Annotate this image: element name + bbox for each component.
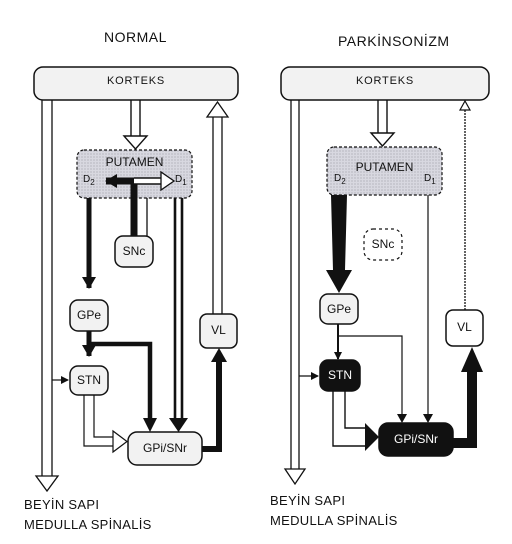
footer-brainstem-normal: BEYİN SAPI bbox=[24, 497, 100, 512]
vl-to-cortex-arrow bbox=[212, 116, 223, 314]
gpe-to-gpi-arrow-pd bbox=[338, 335, 403, 420]
cortex-to-putamen-head bbox=[122, 135, 149, 151]
panel-normal bbox=[33, 66, 239, 493]
putamen-to-gpe-arrow-pd bbox=[326, 195, 352, 293]
d1-sub: 1 bbox=[182, 178, 187, 187]
stn-box bbox=[69, 365, 109, 396]
footer-spinal-normal: MEDULLA SPİNALİS bbox=[24, 517, 152, 532]
gpi-snr-label-pd: GPi/SNr bbox=[393, 432, 438, 446]
gpe-to-gpi-head-pd bbox=[397, 414, 407, 423]
putamen-label-pd: PUTAMEN bbox=[355, 160, 414, 174]
cortex-to-putamen-arrow-pd bbox=[377, 100, 388, 134]
d2-letter: D bbox=[83, 174, 91, 185]
putamen-to-gpi-arrow bbox=[173, 198, 184, 420]
gpe-label-pd: GPe bbox=[326, 302, 351, 316]
stn-to-gpi-arrow bbox=[83, 395, 114, 447]
gpi-to-vl-arrow bbox=[202, 360, 222, 452]
cortex-to-brainstem-head bbox=[34, 475, 60, 493]
vl-to-cortex-head-pd bbox=[458, 99, 472, 111]
vl-label: VL bbox=[211, 323, 226, 337]
d1-label: D1 bbox=[175, 174, 187, 187]
putamen-box-pd bbox=[326, 146, 443, 196]
gpi-snr-label: GPi/SNr bbox=[142, 441, 187, 455]
gpe-to-gpi-head bbox=[143, 418, 157, 432]
gpi-to-vl-head-pd bbox=[461, 347, 483, 372]
putamen-to-gpi-head-pd bbox=[423, 414, 433, 423]
snc-to-d1-arrow-outline bbox=[134, 177, 162, 185]
cortex-to-brainstem-head-pd bbox=[283, 468, 307, 486]
vl-box bbox=[199, 313, 238, 349]
cortex-label-pd: KORTEKS bbox=[356, 75, 414, 87]
snc-label-pd: SNc bbox=[371, 237, 395, 251]
stn-to-gpi-head bbox=[112, 429, 128, 454]
cortex-to-brainstem-arrow bbox=[41, 100, 53, 477]
footer-spinal-pd: MEDULLA SPİNALİS bbox=[270, 513, 398, 528]
d2-label: D2 bbox=[83, 174, 95, 187]
cortex-label: KORTEKS bbox=[107, 75, 165, 87]
panel-parkinsonism bbox=[280, 66, 490, 486]
snc-box-pd bbox=[363, 228, 403, 261]
vl-to-cortex-head bbox=[205, 100, 230, 118]
cortex-box-pd bbox=[280, 66, 490, 101]
panel-title-parkinsonism: PARKİNSONİZM bbox=[338, 33, 450, 49]
stn-to-gpi-arrow-pd bbox=[332, 391, 366, 447]
d1-sub-pd: 1 bbox=[431, 177, 436, 186]
stn-to-gpi-head-pd bbox=[365, 423, 379, 451]
d1-letter-pd: D bbox=[424, 173, 432, 184]
gpi-to-vl-arrow-pd bbox=[453, 370, 477, 448]
stn-box-pd bbox=[319, 359, 361, 392]
d2-label-pd: D2 bbox=[334, 173, 346, 186]
gpi-to-vl-head bbox=[211, 348, 227, 362]
d2-letter-pd: D bbox=[334, 173, 342, 184]
vl-label-pd: VL bbox=[457, 320, 472, 334]
snc-label: SNc bbox=[122, 244, 146, 258]
d2-sub: 2 bbox=[90, 178, 95, 187]
cortex-box bbox=[33, 66, 239, 101]
stn-label-pd: STN bbox=[328, 368, 352, 382]
d2-sub-pd: 2 bbox=[341, 177, 346, 186]
panel-title-normal: NORMAL bbox=[104, 29, 167, 45]
cortex-to-putamen-head-pd bbox=[369, 132, 396, 148]
gpe-to-gpi-arrow bbox=[89, 341, 153, 420]
snc-to-d1-head bbox=[160, 170, 176, 192]
cortex-to-putamen-arrow bbox=[130, 100, 141, 137]
stn-label: STN bbox=[77, 373, 101, 387]
putamen-to-gpi-head bbox=[169, 418, 188, 432]
d1-letter: D bbox=[175, 174, 183, 185]
d1-label-pd: D1 bbox=[424, 173, 436, 186]
putamen-label: PUTAMEN bbox=[105, 155, 164, 169]
gpe-label: GPe bbox=[76, 308, 101, 322]
footer-brainstem-pd: BEYİN SAPI bbox=[270, 493, 346, 508]
cortex-to-brainstem-arrow-pd bbox=[290, 100, 300, 470]
